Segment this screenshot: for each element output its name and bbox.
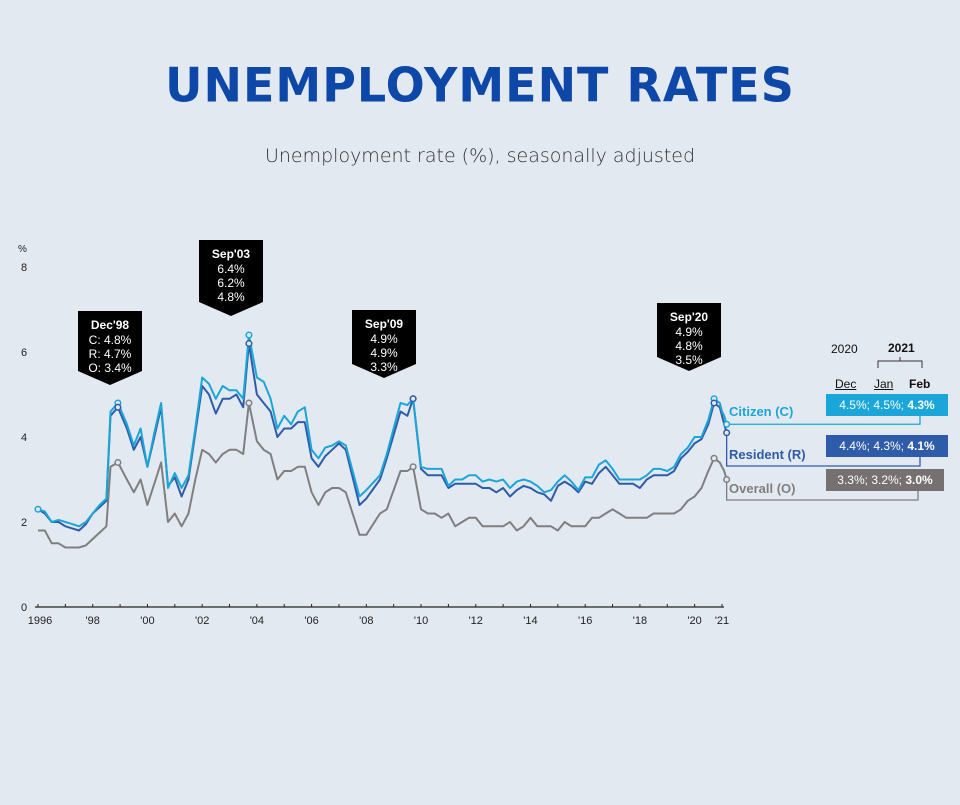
callout-line: 4.8%	[675, 339, 703, 353]
x-tick-label: '16	[578, 615, 592, 627]
y-axis: % 0 2 4 6 8	[18, 244, 27, 614]
legend-resident-values: 4.4%; 4.3%; 4.1%	[826, 435, 948, 457]
point-marker	[245, 339, 253, 348]
callout-dec98: Dec'98C: 4.8%R: 4.7%O: 3.4%	[78, 311, 142, 385]
citizen-values: 4.5%; 4.5%;	[839, 398, 908, 412]
point-marker	[114, 458, 122, 467]
y-tick-label: 0	[21, 602, 27, 614]
callout-title: Sep'20	[670, 310, 709, 324]
y-tick-label: 4	[21, 432, 27, 444]
legend-month-feb: Feb	[909, 377, 931, 391]
callout-line: C: 4.8%	[89, 333, 132, 347]
resident-latest: 4.1%	[907, 439, 935, 453]
callouts: Dec'98C: 4.8%R: 4.7%O: 3.4% Sep'036.4%6.2…	[78, 240, 721, 385]
callout-line: 4.9%	[675, 325, 703, 339]
chart-subtitle: Unemployment rate (%), seasonally adjust…	[264, 145, 696, 167]
callout-line: 4.9%	[370, 346, 398, 360]
legend-year-2021: 2021	[888, 341, 915, 355]
y-tick-label: 6	[21, 347, 27, 359]
overall-values: 3.3%; 3.2%;	[837, 473, 906, 487]
point-marker	[710, 399, 718, 407]
x-tick-label: '04	[250, 615, 264, 627]
x-tick-label: '18	[633, 615, 647, 627]
callout-line: 3.5%	[675, 353, 703, 367]
callout-sep20: Sep'204.9%4.8%3.5%	[657, 303, 721, 371]
point-marker	[710, 454, 718, 462]
legend-citizen-values: 4.5%; 4.5%; 4.3%	[826, 394, 948, 416]
callout-title: Dec'98	[91, 318, 130, 332]
x-tick-label: '06	[304, 615, 318, 627]
x-tick-label: '20	[687, 615, 701, 627]
x-tick-label: '12	[469, 615, 483, 627]
resident-values: 4.4%; 4.3%;	[839, 439, 908, 453]
callout-title: Sep'09	[365, 317, 404, 331]
legend-month-dec: Dec	[835, 377, 857, 391]
legend-overall-values: 3.3%; 3.2%; 3.0%	[826, 469, 944, 491]
legend-month-jan: Jan	[874, 377, 894, 391]
label-citizen: Citizen (C)	[729, 404, 794, 419]
x-tick-label: 1996	[28, 615, 52, 627]
year-bracket	[877, 357, 923, 368]
callout-line: 4.9%	[370, 332, 398, 346]
endpoint-marker	[723, 420, 731, 428]
point-marker	[245, 331, 253, 339]
x-tick-label: '00	[140, 615, 154, 627]
label-overall: Overall (O)	[729, 481, 796, 496]
callout-line: 4.8%	[217, 290, 245, 304]
y-tick-label: 8	[21, 262, 27, 274]
x-tick-label: '21	[715, 615, 729, 627]
callout-line: 6.2%	[217, 276, 245, 290]
callout-line: 6.4%	[217, 262, 245, 276]
y-tick-label: 2	[21, 517, 27, 529]
x-axis: 1996 '98 '00 '02 '04 '06 '08 '10 '12 '14 '16 '18 '20…	[28, 604, 729, 627]
legend-year-2020: 2020	[831, 342, 858, 356]
x-tick-label: '08	[359, 615, 373, 627]
y-unit-label: %	[18, 244, 27, 255]
x-tick-label: '14	[523, 615, 537, 627]
label-resident: Resident (R)	[729, 447, 806, 462]
overall-latest: 3.0%	[905, 473, 933, 487]
x-tick-label: '02	[195, 615, 209, 627]
point-marker	[409, 463, 417, 471]
page-title: UNEMPLOYMENT RATES	[165, 57, 795, 113]
x-tick-label: '98	[86, 615, 100, 627]
endpoint-marker	[723, 475, 731, 484]
endpoint-marker	[723, 429, 731, 437]
point-marker	[409, 395, 417, 403]
point-marker	[245, 399, 253, 407]
point-marker	[114, 403, 122, 411]
series-lines	[37, 334, 728, 549]
callout-sep03: Sep'036.4%6.2%4.8%	[199, 240, 263, 316]
callout-line: 3.3%	[370, 360, 398, 374]
callout-title: Sep'03	[212, 247, 251, 261]
start-marker	[34, 505, 42, 513]
callout-line: O: 3.4%	[88, 361, 132, 375]
series-line-overall	[38, 402, 728, 549]
citizen-latest: 4.3%	[907, 398, 935, 412]
x-tick-label: '10	[414, 615, 428, 627]
callout-line: R: 4.7%	[89, 347, 132, 361]
series-line-citizen	[37, 334, 728, 528]
peak-markers	[34, 331, 731, 513]
callout-sep09: Sep'094.9%4.9%3.3%	[352, 310, 416, 378]
legend-connectors	[726, 416, 921, 501]
